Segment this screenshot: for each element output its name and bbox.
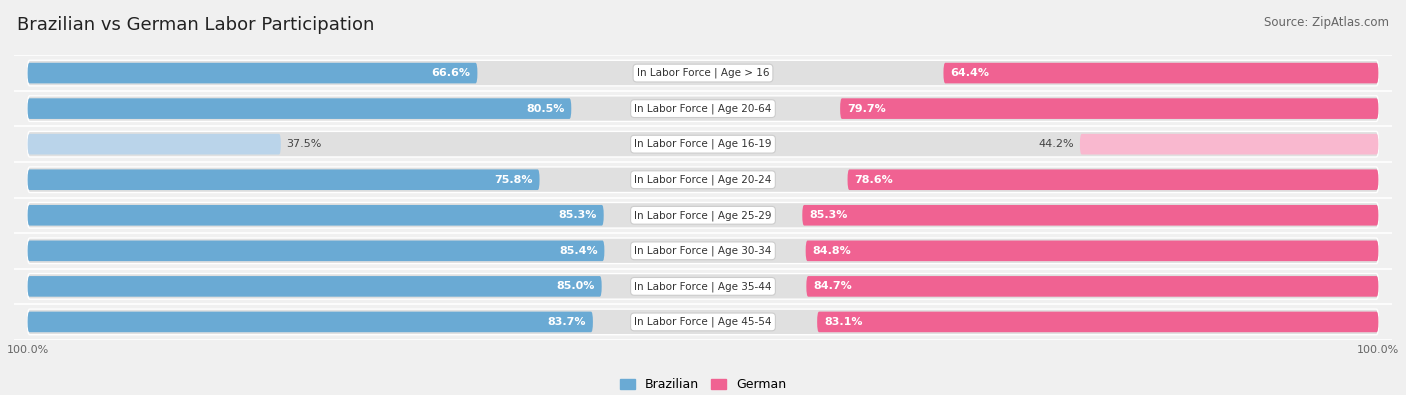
Text: 85.3%: 85.3% bbox=[558, 210, 598, 220]
Text: 66.6%: 66.6% bbox=[432, 68, 471, 78]
FancyBboxPatch shape bbox=[1080, 134, 1378, 154]
Text: In Labor Force | Age 45-54: In Labor Force | Age 45-54 bbox=[634, 317, 772, 327]
FancyBboxPatch shape bbox=[28, 276, 602, 297]
FancyBboxPatch shape bbox=[803, 205, 1378, 226]
FancyBboxPatch shape bbox=[28, 98, 571, 119]
FancyBboxPatch shape bbox=[28, 274, 1378, 299]
Text: In Labor Force | Age 25-29: In Labor Force | Age 25-29 bbox=[634, 210, 772, 220]
Text: In Labor Force | Age 30-34: In Labor Force | Age 30-34 bbox=[634, 246, 772, 256]
Text: In Labor Force | Age 20-24: In Labor Force | Age 20-24 bbox=[634, 175, 772, 185]
FancyBboxPatch shape bbox=[28, 167, 1378, 192]
Text: In Labor Force | Age 20-64: In Labor Force | Age 20-64 bbox=[634, 103, 772, 114]
Text: 83.7%: 83.7% bbox=[548, 317, 586, 327]
FancyBboxPatch shape bbox=[28, 241, 605, 261]
FancyBboxPatch shape bbox=[28, 63, 478, 83]
Text: 83.1%: 83.1% bbox=[824, 317, 862, 327]
FancyBboxPatch shape bbox=[817, 312, 1378, 332]
FancyBboxPatch shape bbox=[848, 169, 1378, 190]
FancyBboxPatch shape bbox=[28, 312, 593, 332]
Text: In Labor Force | Age 16-19: In Labor Force | Age 16-19 bbox=[634, 139, 772, 149]
Text: 44.2%: 44.2% bbox=[1039, 139, 1074, 149]
Text: 84.8%: 84.8% bbox=[813, 246, 851, 256]
Text: 75.8%: 75.8% bbox=[495, 175, 533, 185]
Text: 85.0%: 85.0% bbox=[557, 281, 595, 292]
FancyBboxPatch shape bbox=[841, 98, 1378, 119]
FancyBboxPatch shape bbox=[806, 241, 1378, 261]
Text: 85.3%: 85.3% bbox=[808, 210, 848, 220]
FancyBboxPatch shape bbox=[28, 134, 281, 154]
FancyBboxPatch shape bbox=[28, 132, 1378, 157]
Text: 37.5%: 37.5% bbox=[287, 139, 322, 149]
Text: 78.6%: 78.6% bbox=[855, 175, 893, 185]
Text: Brazilian vs German Labor Participation: Brazilian vs German Labor Participation bbox=[17, 16, 374, 34]
Text: 84.7%: 84.7% bbox=[813, 281, 852, 292]
FancyBboxPatch shape bbox=[28, 309, 1378, 335]
FancyBboxPatch shape bbox=[943, 63, 1378, 83]
Text: In Labor Force | Age > 16: In Labor Force | Age > 16 bbox=[637, 68, 769, 78]
FancyBboxPatch shape bbox=[28, 60, 1378, 86]
Text: Source: ZipAtlas.com: Source: ZipAtlas.com bbox=[1264, 16, 1389, 29]
FancyBboxPatch shape bbox=[28, 96, 1378, 121]
Text: 79.7%: 79.7% bbox=[846, 103, 886, 114]
Text: In Labor Force | Age 35-44: In Labor Force | Age 35-44 bbox=[634, 281, 772, 292]
FancyBboxPatch shape bbox=[28, 203, 1378, 228]
FancyBboxPatch shape bbox=[28, 169, 540, 190]
Text: 80.5%: 80.5% bbox=[526, 103, 565, 114]
FancyBboxPatch shape bbox=[807, 276, 1378, 297]
FancyBboxPatch shape bbox=[28, 238, 1378, 263]
FancyBboxPatch shape bbox=[28, 205, 603, 226]
Legend: Brazilian, German: Brazilian, German bbox=[614, 373, 792, 395]
Text: 64.4%: 64.4% bbox=[950, 68, 990, 78]
Text: 85.4%: 85.4% bbox=[560, 246, 598, 256]
